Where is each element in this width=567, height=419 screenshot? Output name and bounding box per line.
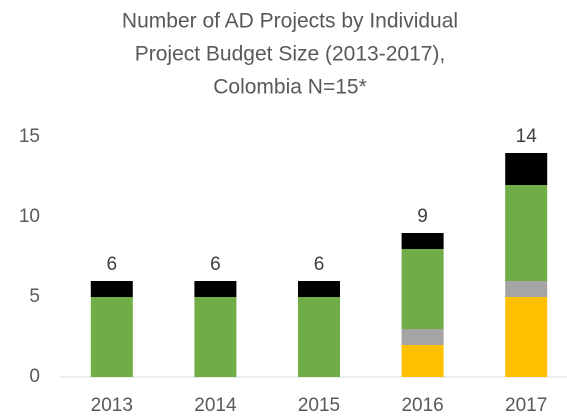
bar-segment <box>505 281 548 297</box>
x-tick-label: 2017 <box>505 395 547 416</box>
chart-title: Colombia N=15* <box>213 76 367 99</box>
bar-segment <box>401 345 444 377</box>
total-label: 6 <box>210 254 221 275</box>
chart-title: Number of AD Projects by Individual <box>122 10 458 33</box>
bar-segment <box>505 297 548 377</box>
bar-segment <box>505 153 548 185</box>
y-tick-label: 5 <box>29 286 40 307</box>
bar-segment <box>298 297 340 377</box>
total-label: 14 <box>516 126 538 147</box>
bar-segment <box>505 185 548 281</box>
y-tick-label: 10 <box>19 206 40 227</box>
chart-title: Project Budget Size (2013-2017), <box>135 43 446 66</box>
bar-segment <box>194 281 237 297</box>
x-tick-label: 2016 <box>401 395 443 416</box>
x-tick-label: 2014 <box>194 395 237 416</box>
x-tick-label: 2015 <box>298 395 340 416</box>
bar-segment <box>401 329 444 345</box>
bar-segment <box>90 281 133 297</box>
bar-segment <box>401 249 444 329</box>
bar-segment <box>298 281 340 297</box>
y-tick-label: 15 <box>19 126 40 147</box>
bar-segment <box>90 297 133 377</box>
total-label: 6 <box>107 254 118 275</box>
x-tick-label: 2013 <box>91 395 133 416</box>
total-label: 9 <box>417 206 428 227</box>
bar-segment <box>401 233 444 249</box>
bar-segment <box>194 297 237 377</box>
y-tick-label: 0 <box>29 366 40 387</box>
total-label: 6 <box>314 254 325 275</box>
